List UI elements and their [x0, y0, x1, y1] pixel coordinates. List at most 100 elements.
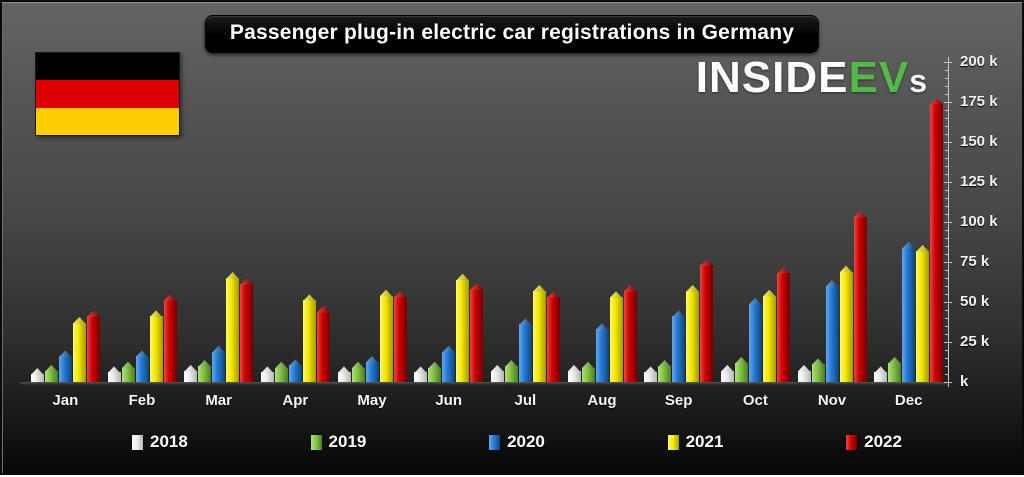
legend-swatch-2020	[489, 434, 501, 450]
bar-2018-oct	[720, 364, 734, 382]
bar-top-bevel	[365, 356, 379, 363]
bar-2020-jul	[518, 318, 532, 382]
bar-top-bevel	[776, 267, 790, 275]
y-major-tick	[944, 222, 952, 223]
x-tick-label-mar: Mar	[205, 392, 232, 409]
bar-2021-apr	[302, 294, 316, 382]
bar-top-bevel	[595, 323, 609, 331]
bar-top-bevel	[874, 366, 888, 374]
x-tick-label-jun: Jun	[435, 392, 462, 409]
insideevs-logo: INSIDEEVs	[696, 56, 928, 100]
bar-top-bevel	[700, 259, 714, 267]
legend-item-2018: 2018	[132, 432, 188, 452]
bar-top-bevel	[748, 297, 762, 305]
x-tick-label-sep: Sep	[664, 392, 693, 409]
bar-2020-sep	[672, 310, 686, 382]
bar-2018-nov	[797, 364, 811, 382]
y-minor-tick	[945, 174, 949, 175]
bar-2021-may	[379, 289, 393, 382]
y-minor-tick	[945, 126, 949, 127]
y-major-tick	[944, 102, 952, 103]
baseline-tick	[330, 385, 332, 390]
bar-2021-jul	[532, 284, 546, 382]
bar-top-bevel	[198, 360, 212, 367]
bar-top-bevel	[916, 244, 930, 252]
bar-top-bevel	[30, 368, 44, 375]
bar-2022-may	[393, 291, 407, 382]
bar-top-bevel	[546, 291, 560, 299]
bar-top-bevel	[86, 310, 100, 318]
legend-swatch-2022	[846, 434, 858, 450]
baseline-tick	[407, 385, 409, 390]
flag-stripe-gold	[36, 107, 179, 135]
bar-top-bevel	[240, 278, 254, 286]
y-minor-tick	[945, 238, 949, 239]
bar-top-bevel	[762, 289, 776, 297]
y-major-tick	[944, 142, 952, 143]
baseline-tick	[714, 385, 715, 390]
bar-2020-jan	[58, 350, 72, 382]
bar-top-bevel	[490, 364, 504, 372]
x-tick-label-feb: Feb	[128, 392, 156, 409]
bar-2020-mar	[212, 345, 226, 382]
y-minor-tick	[945, 230, 949, 231]
legend-swatch-2019	[310, 434, 322, 450]
y-minor-tick	[945, 358, 949, 359]
legend-label-2018: 2018	[150, 432, 188, 451]
x-tick-label-jan: Jan	[52, 392, 79, 409]
bar-2020-dec	[902, 241, 916, 382]
y-minor-tick	[945, 86, 949, 87]
logo-text-ev: EV	[848, 53, 910, 102]
bar-top-bevel	[226, 272, 240, 279]
bar-2019-oct	[734, 356, 748, 382]
x-tick-label-oct: Oct	[742, 392, 768, 409]
bar-2022-jun	[470, 283, 484, 382]
flag-stripe-black	[36, 53, 179, 81]
bar-top-bevel	[428, 361, 442, 369]
bar-top-bevel	[672, 310, 686, 318]
y-minor-tick	[945, 278, 949, 279]
y-minor-tick	[945, 326, 949, 327]
bar-2018-aug	[567, 364, 581, 382]
y-minor-tick	[945, 294, 949, 295]
bar-2020-aug	[595, 323, 609, 382]
bar-top-bevel	[121, 361, 135, 369]
bar-top-bevel	[930, 97, 944, 105]
y-axis-label-k: k	[960, 373, 969, 390]
bar-2019-jun	[428, 361, 442, 382]
logo-text-inside: INSIDE	[695, 53, 849, 102]
y-minor-tick	[945, 286, 949, 287]
baseline-tick	[484, 385, 485, 390]
bar-top-bevel	[609, 291, 623, 299]
baseline-tick	[24, 385, 25, 390]
x-tick-label-apr: Apr	[282, 392, 309, 409]
y-minor-tick	[945, 254, 949, 255]
bar-top-bevel	[212, 345, 226, 353]
bar-2019-nov	[811, 358, 825, 382]
bar-2018-sep	[644, 366, 658, 382]
bar-top-bevel	[623, 284, 637, 292]
y-minor-tick	[945, 214, 949, 215]
bar-2022-aug	[623, 284, 637, 382]
bar-2018-apr	[260, 366, 274, 382]
bar-2021-jan	[72, 316, 86, 382]
bar-2020-jun	[442, 345, 456, 382]
legend-label-2021: 2021	[685, 432, 724, 451]
bar-2018-jun	[414, 366, 428, 382]
bar-top-bevel	[302, 294, 316, 302]
y-major-tick	[944, 302, 952, 303]
bar-top-bevel	[811, 358, 825, 366]
bar-2019-feb	[121, 361, 135, 382]
legend-label-2022: 2022	[864, 432, 902, 451]
bar-2020-nov	[825, 280, 839, 382]
bar-2020-may	[365, 356, 379, 382]
legend-item-2021: 2021	[667, 432, 724, 452]
bar-top-bevel	[337, 366, 351, 374]
y-minor-tick	[945, 110, 949, 111]
y-axis-label-150k: 150 k	[960, 133, 998, 150]
bar-top-bevel	[58, 350, 72, 358]
germany-flag	[35, 52, 180, 136]
bar-top-bevel	[532, 284, 546, 292]
bar-2021-sep	[686, 284, 700, 382]
